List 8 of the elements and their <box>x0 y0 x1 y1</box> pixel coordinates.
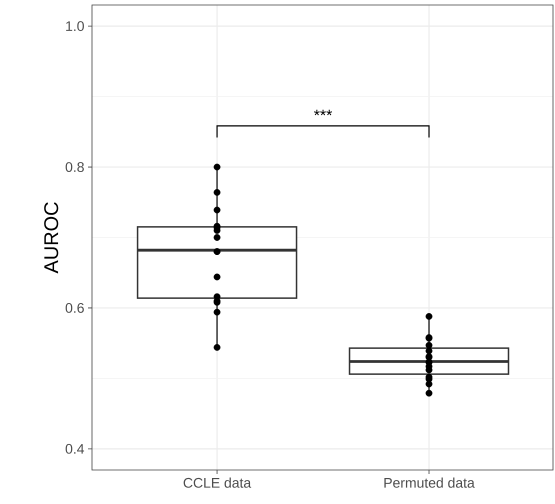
y-tick-label: 0.4 <box>66 444 84 454</box>
y-tick-label: 0.8 <box>66 162 84 172</box>
x-tick-label: Permuted data <box>384 478 475 488</box>
y-tick-label: 0.6 <box>66 303 84 313</box>
annotation: *** <box>314 110 332 116</box>
y-axis-title: AUROC <box>44 202 58 274</box>
x-tick-label: CCLE data <box>184 478 252 488</box>
y-tick-label: 1.0 <box>66 21 84 32</box>
